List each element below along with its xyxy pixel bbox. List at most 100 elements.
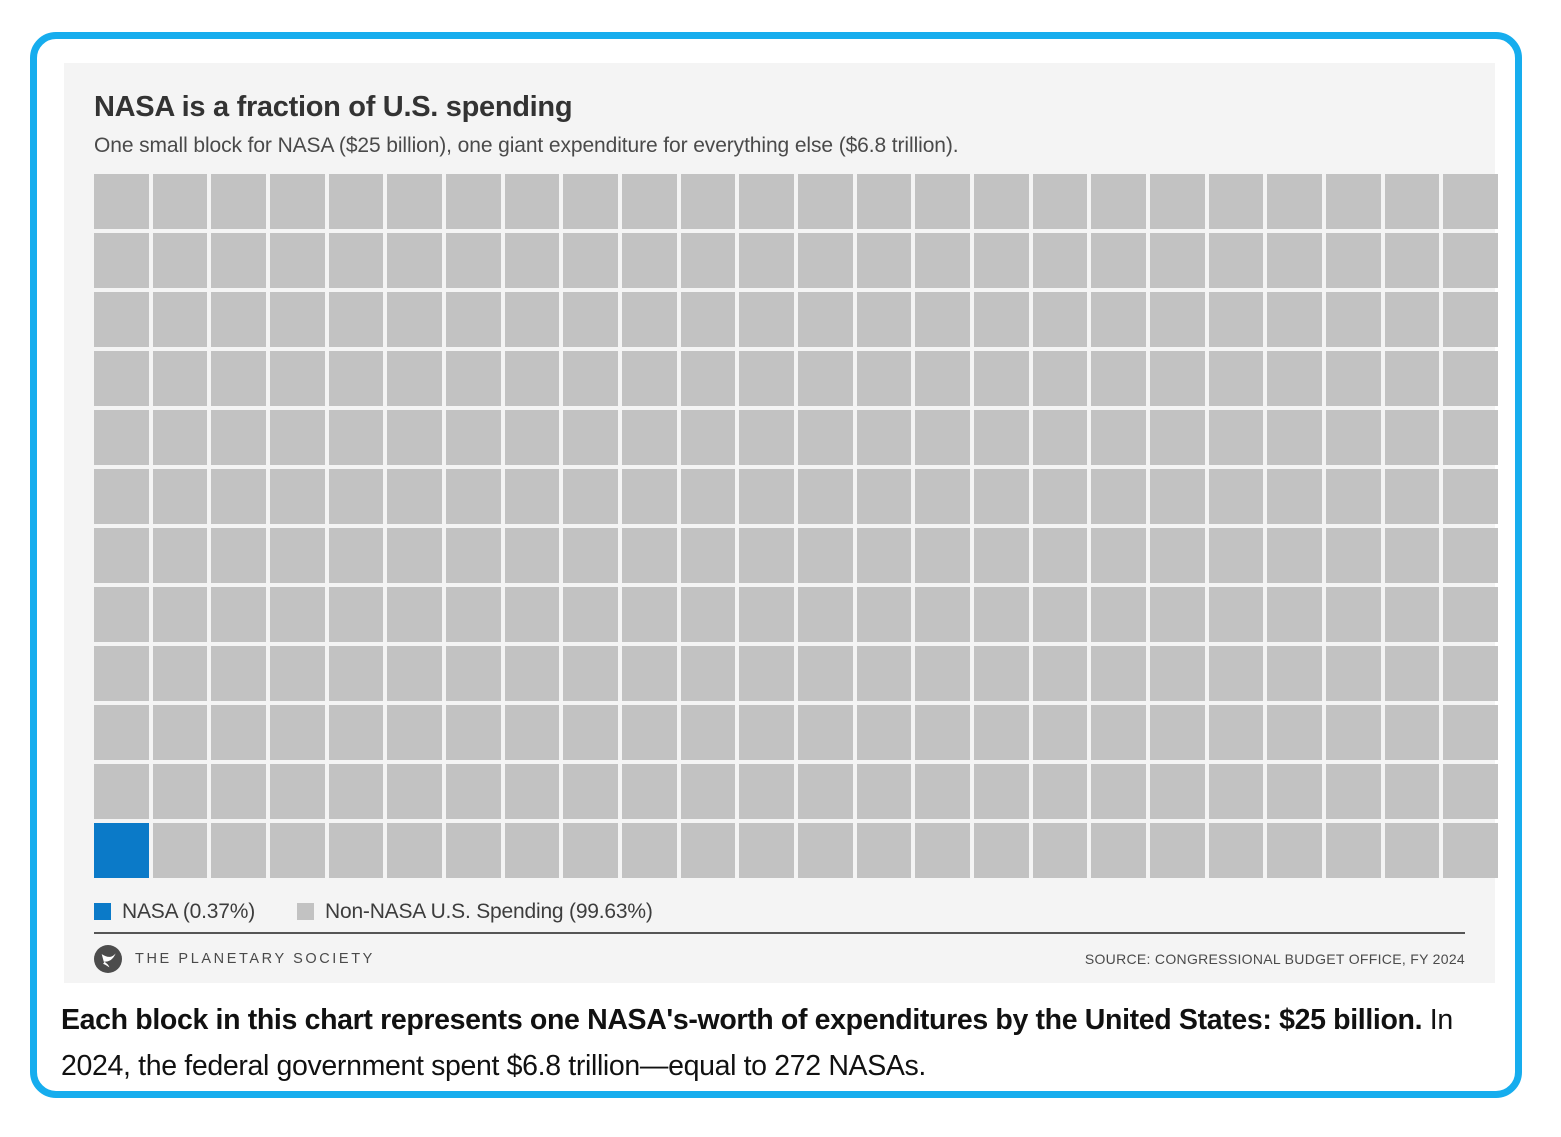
waffle-cell-non-nasa <box>974 763 1029 819</box>
waffle-cell-non-nasa <box>270 173 325 229</box>
waffle-cell-non-nasa <box>446 409 501 465</box>
waffle-cell-non-nasa <box>211 527 266 583</box>
waffle-cell-non-nasa <box>1384 350 1440 406</box>
infographic-frame: NASA is a fraction of U.S. spending One … <box>30 32 1522 1098</box>
waffle-cell-non-nasa <box>1032 291 1088 347</box>
waffle-cell-non-nasa <box>387 409 442 465</box>
waffle-cell-non-nasa <box>622 586 677 642</box>
waffle-cell-non-nasa <box>563 232 618 288</box>
waffle-cell-non-nasa <box>1208 586 1264 642</box>
waffle-cell-non-nasa <box>1443 645 1498 701</box>
waffle-cell-non-nasa <box>328 527 384 583</box>
waffle-cell-non-nasa <box>1267 527 1322 583</box>
waffle-cell-non-nasa <box>856 763 912 819</box>
waffle-cell-non-nasa <box>1032 704 1088 760</box>
waffle-cell-non-nasa <box>680 645 736 701</box>
waffle-cell-non-nasa <box>1326 350 1381 406</box>
waffle-cell-non-nasa <box>1443 527 1498 583</box>
waffle-cell-non-nasa <box>1326 232 1381 288</box>
waffle-cell-non-nasa <box>622 291 677 347</box>
waffle-cell-non-nasa <box>974 232 1029 288</box>
waffle-cell-non-nasa <box>1150 291 1205 347</box>
waffle-cell-non-nasa <box>563 822 618 878</box>
waffle-cell-non-nasa <box>798 704 853 760</box>
waffle-cell-non-nasa <box>1267 763 1322 819</box>
waffle-cell-non-nasa <box>974 822 1029 878</box>
waffle-cell-non-nasa <box>622 822 677 878</box>
waffle-cell-non-nasa <box>504 704 560 760</box>
waffle-cell-non-nasa <box>1091 645 1146 701</box>
waffle-cell-non-nasa <box>1443 173 1498 229</box>
waffle-cell-non-nasa <box>152 822 208 878</box>
waffle-cell-non-nasa <box>1208 291 1264 347</box>
waffle-grid <box>94 173 1498 878</box>
waffle-cell-non-nasa <box>856 232 912 288</box>
waffle-cell-non-nasa <box>152 586 208 642</box>
waffle-cell-non-nasa <box>915 409 970 465</box>
waffle-cell-non-nasa <box>798 232 853 288</box>
waffle-cell-non-nasa <box>1091 586 1146 642</box>
legend-label-non-nasa: Non-NASA U.S. Spending (99.63%) <box>325 899 653 923</box>
waffle-cell-non-nasa <box>739 704 794 760</box>
waffle-cell-non-nasa <box>798 763 853 819</box>
waffle-cell-non-nasa <box>152 350 208 406</box>
waffle-cell-non-nasa <box>1326 527 1381 583</box>
waffle-cell-non-nasa <box>446 822 501 878</box>
waffle-cell-non-nasa <box>1208 173 1264 229</box>
waffle-cell-non-nasa <box>446 704 501 760</box>
waffle-cell-non-nasa <box>856 822 912 878</box>
waffle-cell-non-nasa <box>387 173 442 229</box>
waffle-cell-non-nasa <box>1267 586 1322 642</box>
waffle-cell-non-nasa <box>1150 468 1205 524</box>
square-swatch-icon <box>94 903 111 921</box>
waffle-cell-nasa <box>94 822 149 878</box>
waffle-cell-non-nasa <box>798 645 853 701</box>
waffle-cell-non-nasa <box>387 468 442 524</box>
waffle-cell-non-nasa <box>739 291 794 347</box>
waffle-cell-non-nasa <box>387 527 442 583</box>
waffle-cell-non-nasa <box>798 468 853 524</box>
waffle-cell-non-nasa <box>1032 822 1088 878</box>
caption-block: Each block in this chart represents one … <box>61 997 1501 1089</box>
legend-label-nasa: NASA (0.37%) <box>122 899 255 923</box>
waffle-cell-non-nasa <box>1032 409 1088 465</box>
waffle-cell-non-nasa <box>974 468 1029 524</box>
chart-card: NASA is a fraction of U.S. spending One … <box>64 63 1498 983</box>
waffle-cell-non-nasa <box>974 645 1029 701</box>
waffle-cell-non-nasa <box>915 291 970 347</box>
waffle-cell-non-nasa <box>680 468 736 524</box>
waffle-cell-non-nasa <box>622 468 677 524</box>
waffle-cell-non-nasa <box>1091 468 1146 524</box>
waffle-cell-non-nasa <box>563 704 618 760</box>
waffle-cell-non-nasa <box>1150 350 1205 406</box>
waffle-cell-non-nasa <box>739 822 794 878</box>
waffle-cell-non-nasa <box>915 763 970 819</box>
waffle-cell-non-nasa <box>1208 409 1264 465</box>
waffle-cell-non-nasa <box>1443 350 1498 406</box>
waffle-cell-non-nasa <box>915 232 970 288</box>
waffle-cell-non-nasa <box>1443 291 1498 347</box>
waffle-cell-non-nasa <box>856 645 912 701</box>
waffle-cell-non-nasa <box>94 763 149 819</box>
waffle-cell-non-nasa <box>622 704 677 760</box>
waffle-cell-non-nasa <box>1267 173 1322 229</box>
waffle-cell-non-nasa <box>387 763 442 819</box>
waffle-cell-non-nasa <box>387 645 442 701</box>
waffle-cell-non-nasa <box>504 586 560 642</box>
waffle-cell-non-nasa <box>1032 350 1088 406</box>
waffle-cell-non-nasa <box>622 232 677 288</box>
waffle-cell-non-nasa <box>94 586 149 642</box>
waffle-cell-non-nasa <box>1326 409 1381 465</box>
waffle-cell-non-nasa <box>211 173 266 229</box>
waffle-cell-non-nasa <box>94 704 149 760</box>
waffle-cell-non-nasa <box>94 645 149 701</box>
waffle-cell-non-nasa <box>1091 409 1146 465</box>
waffle-cell-non-nasa <box>622 527 677 583</box>
waffle-cell-non-nasa <box>504 527 560 583</box>
waffle-cell-non-nasa <box>1443 409 1498 465</box>
waffle-cell-non-nasa <box>563 173 618 229</box>
waffle-cell-non-nasa <box>152 409 208 465</box>
chart-subtitle: One small block for NASA ($25 billion), … <box>94 134 959 158</box>
waffle-cell-non-nasa <box>856 468 912 524</box>
waffle-cell-non-nasa <box>328 350 384 406</box>
